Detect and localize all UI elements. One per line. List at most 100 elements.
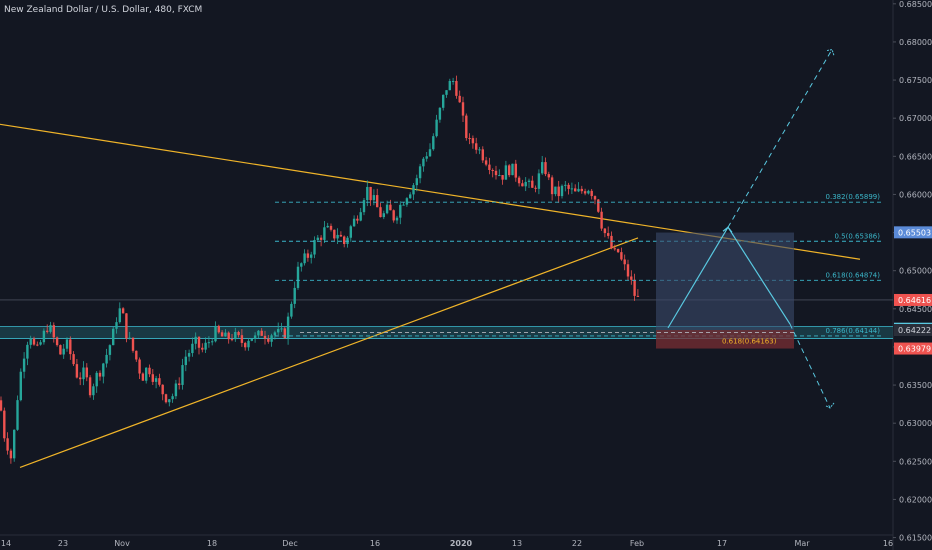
candle-body: [247, 340, 250, 348]
candle-body: [88, 377, 92, 396]
candle-body: [49, 325, 52, 332]
candle-body: [564, 184, 567, 186]
candle-body: [220, 332, 224, 337]
candle-body: [174, 383, 178, 397]
y-tick-label: 0.62500: [899, 457, 932, 466]
candle-body: [620, 252, 623, 260]
candle-body: [590, 190, 593, 197]
y-tick-label: 0.67500: [899, 76, 932, 85]
candle-body: [580, 188, 583, 192]
candle-body: [570, 188, 574, 190]
candle-body: [148, 367, 151, 375]
candle-body: [102, 363, 105, 377]
candle-body: [527, 180, 531, 182]
candle-body: [567, 184, 570, 189]
candle-body: [131, 337, 135, 351]
candle-body: [326, 225, 329, 228]
candle-body: [534, 187, 537, 189]
candle-body: [65, 339, 69, 349]
candle-body: [560, 185, 564, 197]
candle-body: [488, 164, 491, 170]
price-label: 0.64616: [898, 296, 931, 305]
y-tick-label: 0.67000: [899, 114, 932, 123]
candle-body: [508, 165, 511, 176]
candle-body: [537, 173, 541, 189]
price-label-bg: [894, 324, 932, 337]
candle-body: [79, 377, 82, 380]
grid: [0, 0, 894, 550]
price-label: 0.64222: [898, 326, 931, 335]
candle-body: [382, 213, 385, 218]
candle-body: [55, 337, 59, 346]
candle-body: [389, 204, 392, 211]
arrowhead-up: [826, 48, 835, 56]
candle-body: [412, 185, 415, 195]
candle-body: [85, 367, 88, 378]
fib-label: 0.786(0.64144): [826, 327, 881, 335]
candle-body: [491, 169, 494, 171]
candle-body: [201, 347, 204, 350]
candle-body: [428, 149, 432, 157]
candle-body: [290, 303, 293, 317]
candle-body: [277, 329, 280, 333]
candle-body: [498, 175, 501, 177]
candle-body: [458, 95, 461, 103]
candle-body: [541, 162, 544, 174]
candle-body: [524, 181, 527, 187]
arrowhead-down: [825, 402, 835, 409]
candle-body: [105, 354, 108, 364]
candle-body: [379, 207, 382, 218]
y-tick-label: 0.66500: [899, 152, 932, 161]
candle-body: [267, 338, 270, 342]
x-tick-label: 2020: [450, 539, 473, 548]
candle-body: [217, 325, 220, 333]
candle-body: [224, 332, 227, 337]
x-tick-label: 14: [1, 539, 11, 548]
candle-body: [623, 259, 626, 265]
candle-body: [323, 227, 326, 240]
x-tick-label: 17: [717, 539, 727, 548]
candle-body: [270, 335, 273, 342]
candle-body: [366, 186, 369, 201]
candle-body: [62, 348, 65, 355]
candle-body: [329, 225, 333, 230]
x-tick-label: 16: [370, 539, 380, 548]
candle-body: [438, 107, 442, 120]
candle-body: [263, 335, 267, 339]
candle-body: [207, 342, 211, 344]
candle-body: [310, 254, 313, 258]
candle-body: [319, 237, 323, 240]
candle-body: [161, 384, 164, 395]
candle-body: [151, 374, 154, 382]
candle-body: [227, 332, 230, 340]
candle-body: [36, 344, 39, 346]
candle-body: [461, 102, 465, 116]
candle-body: [211, 341, 214, 343]
candle-body: [26, 344, 29, 359]
candle-body: [514, 163, 517, 178]
candle-body: [494, 170, 498, 176]
candle-body: [376, 195, 379, 208]
candle-body: [244, 342, 247, 348]
x-tick-label: 18: [207, 539, 217, 548]
candle-body: [95, 372, 98, 387]
price-label-bg: [894, 226, 932, 239]
candle-body: [504, 165, 508, 180]
candle-body: [554, 186, 557, 195]
candle-body: [22, 358, 26, 372]
candle-body: [75, 364, 79, 378]
candle-body: [633, 279, 636, 296]
candle-body: [191, 343, 194, 354]
candle-body: [72, 354, 75, 365]
target-box: 0.618(0.64163): [300, 232, 794, 349]
candle-body: [531, 180, 534, 188]
candle-body: [517, 177, 521, 184]
candle-body: [164, 394, 168, 403]
candle-body: [303, 253, 306, 264]
x-tick-label: 22: [572, 539, 582, 548]
y-tick-label: 0.65000: [899, 267, 932, 276]
candle-body: [260, 330, 263, 336]
candle-body: [336, 234, 339, 239]
candle-body: [214, 325, 217, 342]
